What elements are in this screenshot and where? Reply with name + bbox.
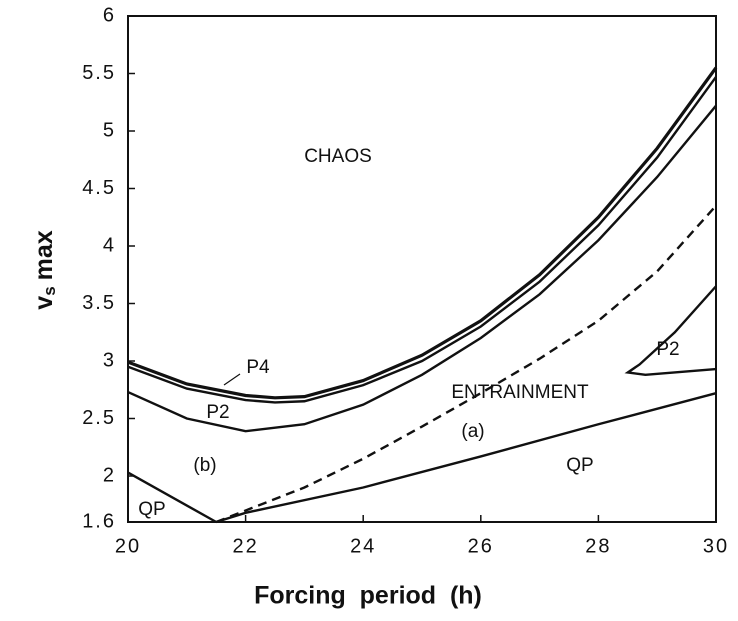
x-tick-label: 28 — [585, 535, 611, 557]
plot-frame — [127, 15, 717, 523]
curve — [215, 204, 717, 524]
annotation: QP — [138, 499, 165, 520]
annotation: P4 — [246, 357, 270, 378]
y-tick-label: 6 — [103, 4, 116, 26]
y-tick-label: 5.5 — [82, 62, 116, 84]
curve — [127, 66, 718, 400]
y-tick-label: 4 — [103, 234, 116, 256]
annotation: P2 — [206, 402, 229, 423]
y-tick-label: 3.5 — [82, 292, 116, 314]
annotation: P2 — [656, 339, 679, 360]
y-tick-label: 3 — [103, 349, 116, 371]
y-label-main: v — [30, 296, 58, 310]
x-axis-label: Forcing period (h) — [254, 582, 482, 610]
annotation: (a) — [461, 421, 484, 442]
y-axis-label: vs max — [30, 230, 60, 310]
curve — [215, 392, 717, 524]
y-tick-label: 2.5 — [82, 407, 116, 429]
y-tick-label: 2 — [103, 464, 116, 486]
x-tick-label: 26 — [468, 535, 494, 557]
annotation: ENTRAINMENT — [451, 382, 589, 403]
y-tick-label: 4.5 — [82, 177, 116, 199]
x-tick-label: 30 — [703, 535, 729, 557]
annotation: (b) — [193, 455, 216, 476]
curve — [127, 471, 217, 524]
annotation: QP — [566, 455, 593, 476]
curve — [127, 104, 717, 433]
y-label-sub: s — [40, 286, 59, 295]
annotation: CHAOS — [304, 146, 372, 167]
leader-line — [223, 373, 241, 386]
curve — [127, 76, 717, 404]
y-tick-label: 5 — [103, 119, 116, 141]
curve — [624, 285, 717, 377]
x-tick-label: 24 — [350, 535, 376, 557]
x-tick-label: 20 — [115, 535, 141, 557]
y-tick-label: 1.6 — [82, 510, 116, 532]
x-tick-label: 22 — [232, 535, 258, 557]
y-label-rest: max — [30, 230, 58, 280]
